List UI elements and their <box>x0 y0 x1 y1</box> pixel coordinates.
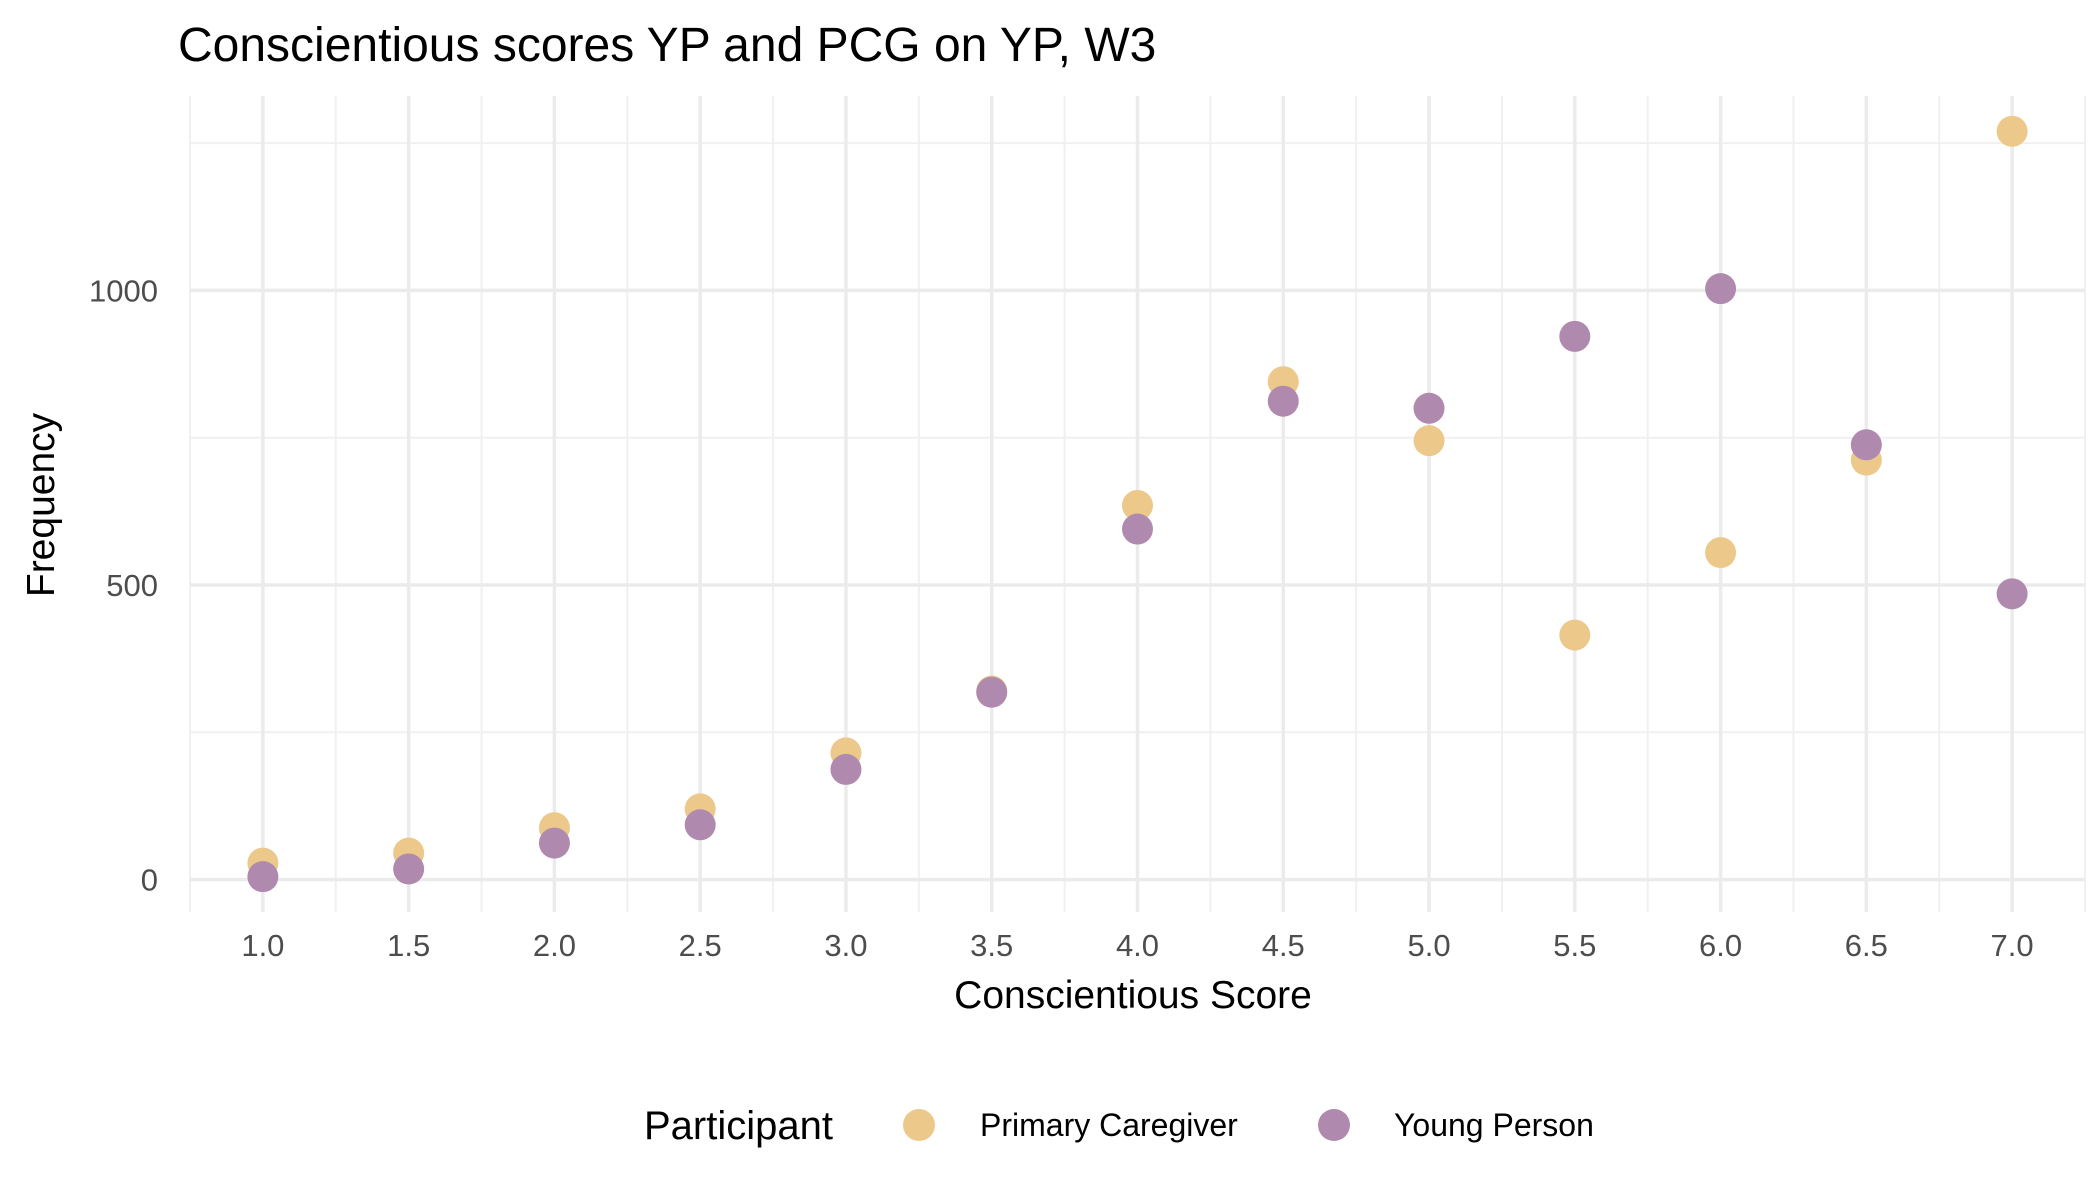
x-tick-label: 1.5 <box>387 928 430 963</box>
x-tick-label: 6.0 <box>1699 928 1742 963</box>
data-points <box>247 115 2028 893</box>
data-point-young-person <box>247 861 279 893</box>
data-point-young-person <box>538 827 570 859</box>
data-point-primary-caregiver <box>1413 425 1445 457</box>
x-tick-label: 5.0 <box>1407 928 1450 963</box>
data-point-young-person <box>1559 320 1591 352</box>
x-tick-label: 2.5 <box>679 928 722 963</box>
grid-lines <box>189 96 2086 912</box>
data-point-young-person <box>830 753 862 785</box>
x-tick-label: 2.0 <box>533 928 576 963</box>
y-tick-label: 1000 <box>89 273 158 308</box>
legend-label-primary-caregiver: Primary Caregiver <box>980 1107 1238 1143</box>
data-point-young-person <box>1705 273 1737 305</box>
legend-swatch-young-person <box>1318 1109 1350 1141</box>
y-axis-title: Frequency <box>20 412 63 597</box>
x-tick-label: 3.5 <box>970 928 1013 963</box>
x-tick-label: 3.0 <box>824 928 867 963</box>
data-point-primary-caregiver <box>1996 115 2028 147</box>
y-axis-ticks: 0 500 1000 <box>89 273 158 897</box>
legend-label-young-person: Young Person <box>1394 1107 1594 1143</box>
x-axis-ticks: 1.0 1.5 2.0 2.5 3.0 3.5 4.0 4.5 5.0 5.5 6.0 6.5 7.0 <box>241 928 2033 963</box>
legend-swatch-primary-caregiver <box>903 1109 935 1141</box>
data-point-young-person <box>1122 513 1153 545</box>
data-point-primary-caregiver <box>1122 489 1153 521</box>
chart-title: Conscientious scores YP and PCG on YP, W… <box>178 19 1156 72</box>
x-tick-label: 4.0 <box>1116 928 1159 963</box>
x-tick-label: 7.0 <box>1991 928 2034 963</box>
x-axis-title: Conscientious Score <box>954 974 1312 1017</box>
data-point-young-person <box>1413 392 1445 424</box>
x-tick-label: 4.5 <box>1262 928 1305 963</box>
data-point-young-person <box>976 676 1008 708</box>
x-tick-label: 5.5 <box>1553 928 1596 963</box>
data-point-young-person <box>1267 385 1299 417</box>
data-point-young-person <box>1996 578 2028 610</box>
x-tick-label: 6.5 <box>1845 928 1888 963</box>
data-point-young-person <box>1850 429 1882 461</box>
y-tick-label: 0 <box>141 863 158 898</box>
x-tick-label: 1.0 <box>241 928 284 963</box>
data-point-primary-caregiver <box>1559 619 1591 651</box>
legend-title: Participant <box>644 1104 833 1148</box>
data-point-young-person <box>393 853 425 885</box>
y-tick-label: 500 <box>106 568 158 603</box>
data-point-primary-caregiver <box>1705 537 1737 569</box>
legend: Participant Primary Caregiver Young Pers… <box>644 1104 1594 1148</box>
data-point-young-person <box>684 809 716 841</box>
